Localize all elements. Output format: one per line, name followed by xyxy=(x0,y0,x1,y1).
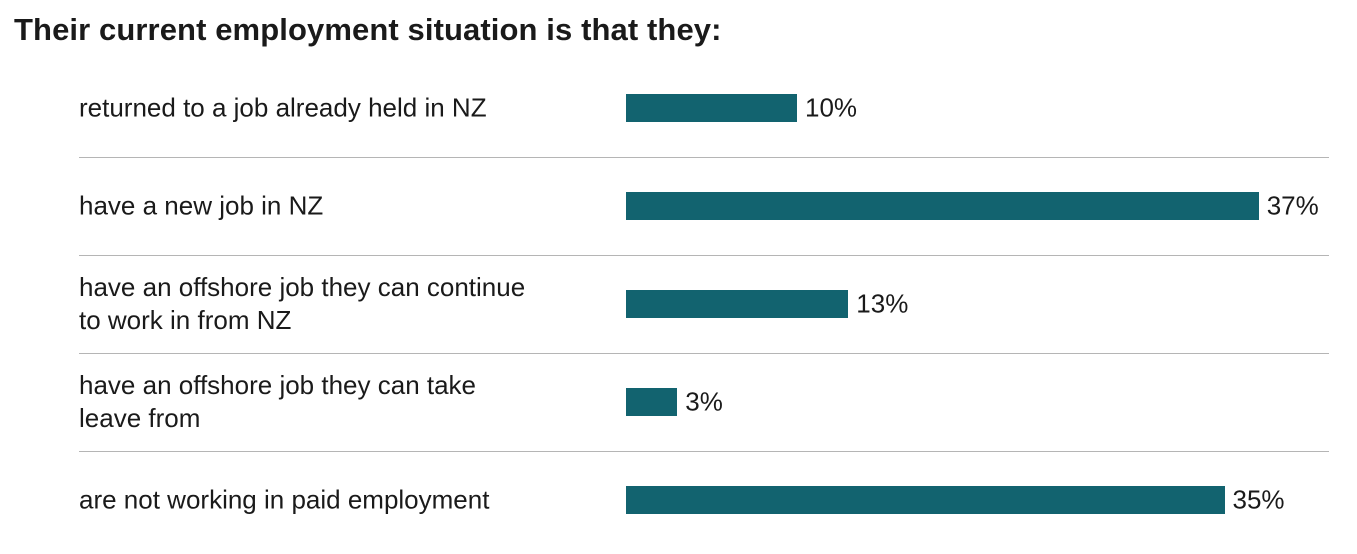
category-label: have an offshore job they can take leave… xyxy=(79,370,477,433)
chart-title: Their current employment situation is th… xyxy=(14,12,722,47)
bar xyxy=(626,94,797,122)
row-divider xyxy=(79,157,1329,158)
bar-row: returned to a job already held in NZ 10% xyxy=(0,59,1357,157)
bar-row: have an offshore job they can take leave… xyxy=(0,353,1357,451)
row-divider xyxy=(79,255,1329,256)
bar xyxy=(626,192,1259,220)
bar xyxy=(626,388,678,416)
bar xyxy=(626,486,1225,514)
category-label: have an offshore job they can continue t… xyxy=(79,272,526,335)
category-label: returned to a job already held in NZ xyxy=(79,92,487,123)
bar-row: have an offshore job they can continue t… xyxy=(0,255,1357,353)
row-divider xyxy=(79,353,1329,354)
category-label: have a new job in NZ xyxy=(79,190,324,221)
value-label: 13% xyxy=(856,288,909,319)
bar-row: have a new job in NZ 37% xyxy=(0,157,1357,255)
value-label: 10% xyxy=(805,92,858,123)
bar-row: are not working in paid employment 35% xyxy=(0,451,1357,549)
value-label: 3% xyxy=(685,386,723,417)
value-label: 37% xyxy=(1266,190,1319,221)
bar xyxy=(626,290,849,318)
row-divider xyxy=(79,451,1329,452)
value-label: 35% xyxy=(1232,484,1285,515)
category-label: are not working in paid employment xyxy=(79,484,490,515)
